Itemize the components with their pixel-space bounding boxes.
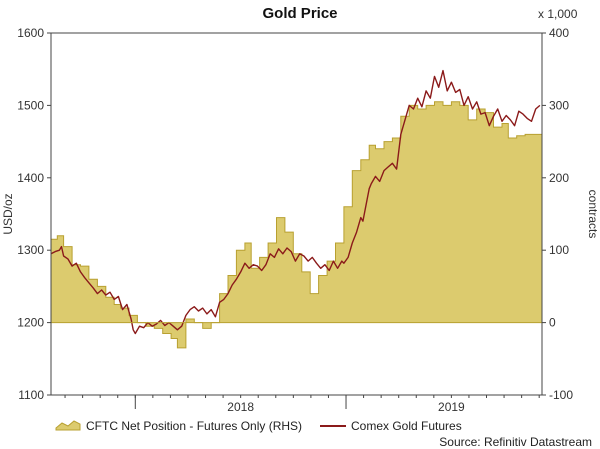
right-tick-label: 300 (549, 98, 569, 112)
chart-title: Gold Price (262, 5, 337, 22)
right-tick-label: 400 (549, 26, 569, 40)
x-tick-label: 2019 (438, 400, 465, 414)
x-axis: 2018 2019 (64, 395, 540, 414)
right-tick-label: 100 (549, 243, 569, 257)
left-tick-label: 1400 (17, 171, 44, 185)
left-tick-label: 1600 (17, 26, 44, 40)
legend-label-cftc: CFTC Net Position - Futures Only (RHS) (86, 419, 302, 433)
legend-item-comex: Comex Gold Futures (320, 419, 462, 433)
legend-swatch-area (55, 420, 81, 431)
plot-area (50, 32, 543, 396)
right-tick-label: 200 (549, 171, 569, 185)
right-axis-multiplier: x 1,000 (538, 7, 578, 21)
left-axis-label: USD/oz (1, 193, 15, 234)
left-tick-label: 1100 (18, 388, 44, 402)
right-axis-label: contracts (586, 190, 600, 239)
x-tick-label: 2018 (227, 400, 254, 414)
right-tick-label: 0 (549, 316, 556, 330)
right-tick-label: -100 (549, 388, 573, 402)
comex-gold-futures-line (50, 69, 541, 335)
legend-item-cftc: CFTC Net Position - Futures Only (RHS) (55, 419, 302, 433)
left-tick-label: 1500 (17, 98, 44, 112)
left-tick-label: 1200 (17, 316, 44, 330)
source-note: Source: Refinitiv Datastream (439, 435, 592, 449)
legend-label-comex: Comex Gold Futures (351, 419, 462, 433)
cftc-net-position-area (51, 101, 542, 348)
left-tick-label: 1300 (17, 243, 44, 257)
plot-frame (50, 32, 543, 396)
right-axis: -100 0 100 200 300 400 (542, 26, 573, 402)
left-axis: 1100 1200 1300 1400 1500 1600 (17, 26, 51, 402)
legend: CFTC Net Position - Futures Only (RHS) C… (55, 419, 462, 433)
